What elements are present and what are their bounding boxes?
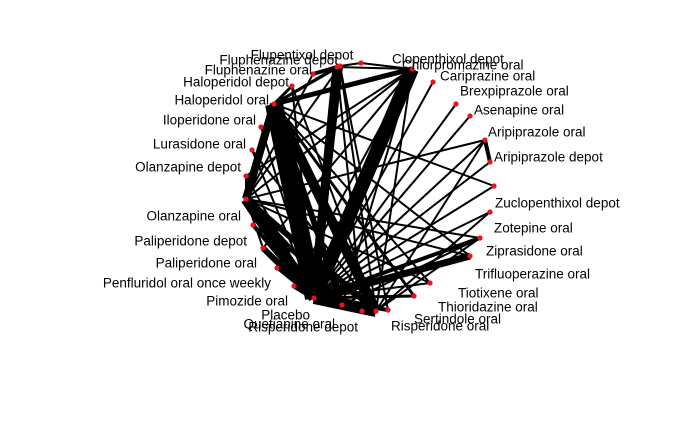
node-olanzapine-depot <box>243 173 249 179</box>
node-label-zotepine-oral: Zotepine oral <box>494 221 573 236</box>
node-fluphenazine-oral <box>310 71 316 77</box>
node-label-aripiprazole-depot: Aripiprazole depot <box>494 150 603 165</box>
node-label-lurasidone-oral: Lurasidone oral <box>153 137 246 152</box>
node-label-zuclopenthixol-depot: Zuclopenthixol depot <box>495 196 620 211</box>
edge-flupentixol-depot-sertindole-oral <box>339 65 389 311</box>
node-olanzapine-oral <box>243 196 249 202</box>
node-sertindole-oral <box>385 307 391 313</box>
node-cariprazine-oral <box>430 79 436 85</box>
edge-placebo-zotepine-oral <box>313 211 491 299</box>
node-label-trifluoperazine-oral: Trifluoperazine oral <box>475 267 590 282</box>
node-asenapine-oral <box>467 113 473 119</box>
node-label-fluphenazine-oral: Fluphenazine oral <box>205 63 312 78</box>
edge-risperidone-oral-ziprasidone-oral <box>375 237 481 312</box>
edge-placebo-tiotixene-oral <box>313 282 431 299</box>
node-flupentixol-depot <box>337 63 343 69</box>
node-tiotixene-oral <box>427 280 433 286</box>
edge-iloperidone-oral-placebo <box>260 126 315 299</box>
edge-olanzapine-oral-tiotixene-oral <box>245 198 431 284</box>
node-iloperidone-oral <box>258 124 264 130</box>
node-label-aripiprazole-oral: Aripiprazole oral <box>488 125 586 140</box>
edge-paliperidone-depot-risperidone-oral <box>252 224 377 312</box>
node-risperidone-depot <box>359 308 365 314</box>
node-haloperidol-oral <box>271 101 277 107</box>
node-label-paliperidone-oral: Paliperidone oral <box>156 256 257 271</box>
edge-chlorpromazine-oral-fluphenazine-depot <box>336 66 413 70</box>
edge-flupentixol-depot-clopenthixol-depot <box>339 62 362 67</box>
node-label-penfluridol-oral-once-weekly: Penfluridol oral once weekly <box>103 276 271 291</box>
node-risperidone-oral <box>373 308 379 314</box>
node-label-quetiapine-oral: Quetiapine oral <box>243 317 335 332</box>
node-lurasidone-oral <box>249 147 255 153</box>
edge-aripiprazole-oral-aripiprazole-depot <box>483 139 492 163</box>
node-label-brexpiprazole-oral: Brexpiprazole oral <box>460 84 569 99</box>
node-label-olanzapine-oral: Olanzapine oral <box>146 209 241 224</box>
edge-haloperidol-oral-quetiapine-oral <box>271 103 345 306</box>
node-haloperidol-depot <box>289 83 295 89</box>
edge-quetiapine-oral-ziprasidone-oral <box>341 237 481 306</box>
edge-flupentixol-depot-olanzapine-oral <box>245 65 341 200</box>
node-label-risperidone-oral: Risperidone oral <box>391 319 489 334</box>
node-ziprasidone-oral <box>477 235 483 241</box>
node-label-risperidone-depot: Risperidone depot <box>248 320 358 335</box>
node-brexpiprazole-oral <box>453 101 459 107</box>
node-label-thioridazine-oral: Thioridazine oral <box>438 300 538 315</box>
node-penfluridol-oral-once-weekly <box>274 265 280 271</box>
node-label-chlorpromazine-oral: Chlorpromazine oral <box>402 58 524 73</box>
node-placebo <box>311 295 317 301</box>
node-aripiprazole-oral <box>482 137 488 143</box>
edge-olanzapine-oral-ziprasidone-oral <box>245 198 481 239</box>
edge-fluphenazine-oral-olanzapine-oral <box>245 73 314 200</box>
node-zotepine-oral <box>487 209 493 215</box>
node-label-haloperidol-oral: Haloperidol oral <box>174 93 269 108</box>
edge-olanzapine-oral-aripiprazole-oral <box>245 139 486 200</box>
node-paliperidone-depot <box>250 222 256 228</box>
edge-placebo-asenapine-oral <box>313 115 471 299</box>
edge-haloperidol-oral-zuclopenthixol-depot <box>273 103 495 187</box>
edge-placebo-aripiprazole-oral <box>313 139 486 299</box>
edge-risperidone-oral-pimozide-oral <box>293 285 377 312</box>
node-label-fluphenazine-depot: Fluphenazine depot <box>219 53 338 68</box>
edge-placebo-cariprazine-oral <box>313 81 434 299</box>
node-clopenthixol-depot <box>358 60 364 66</box>
node-thioridazine-oral <box>411 293 417 299</box>
node-label-cariprazine-oral: Cariprazine oral <box>440 69 535 84</box>
node-label-clopenthixol-depot: Clopenthixol depot <box>392 52 504 67</box>
node-label-pimozide-oral: Pimozide oral <box>206 294 288 309</box>
node-trifluoperazine-oral <box>467 253 473 259</box>
edge-chlorpromazine-oral-quetiapine-oral <box>341 68 413 306</box>
node-label-tiotixene-oral: Tiotixene oral <box>458 286 539 301</box>
node-label-haloperidol-depot: Haloperidol depot <box>183 75 289 90</box>
node-label-paliperidone-depot: Paliperidone depot <box>134 234 247 249</box>
node-label-olanzapine-depot: Olanzapine depot <box>135 160 241 175</box>
edge-haloperidol-depot-placebo <box>291 85 315 299</box>
edge-placebo-zuclopenthixol-depot <box>313 185 495 299</box>
edges-layer <box>241 62 495 317</box>
edge-chlorpromazine-oral-pimozide-oral <box>293 68 413 287</box>
node-label-ziprasidone-oral: Ziprasidone oral <box>486 244 583 259</box>
node-chlorpromazine-oral <box>409 66 415 72</box>
node-label-flupentixol-depot: Flupentixol depot <box>251 48 354 63</box>
nodes-layer <box>243 60 497 314</box>
node-label-iloperidone-oral: Iloperidone oral <box>163 113 256 128</box>
node-paliperidone-oral <box>260 245 266 251</box>
node-quetiapine-oral <box>339 302 345 308</box>
node-pimozide-oral <box>291 283 297 289</box>
node-label-asenapine-oral: Asenapine oral <box>474 103 564 118</box>
node-aripiprazole-depot <box>487 159 493 165</box>
edge-placebo-brexpiprazole-oral <box>313 103 457 299</box>
edge-lurasidone-oral-placebo <box>251 149 315 299</box>
edge-placebo-aripiprazole-depot <box>313 161 491 299</box>
node-zuclopenthixol-depot <box>491 183 497 189</box>
edge-olanzapine-oral-trifluoperazine-oral <box>245 198 471 257</box>
node-label-placebo: Placebo <box>261 308 310 323</box>
edge-placebo-paliperidone-depot <box>251 223 316 300</box>
node-label-sertindole-oral: Sertindole oral <box>414 312 501 327</box>
